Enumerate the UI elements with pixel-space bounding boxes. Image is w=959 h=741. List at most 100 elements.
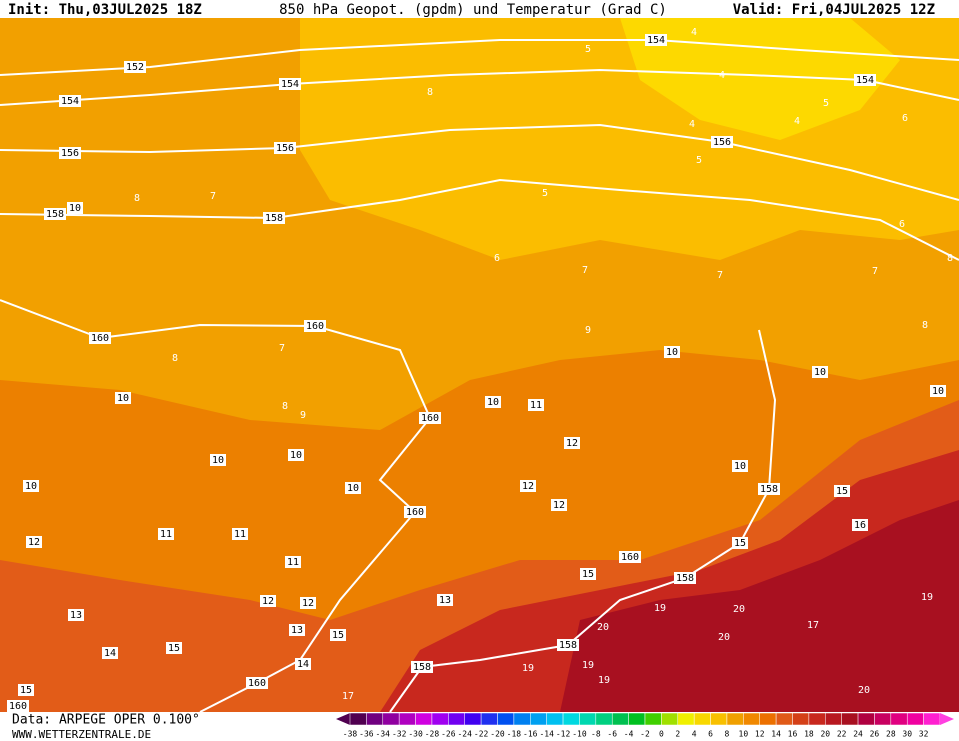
label-box xyxy=(528,399,544,411)
chart-title: 850 hPa Geopot. (gpdm) und Temperatur (G… xyxy=(279,2,667,18)
colorbar-label: -28 xyxy=(425,730,440,739)
label-box xyxy=(619,551,641,563)
temp-field xyxy=(620,18,900,140)
colorbar-label: -12 xyxy=(556,730,571,739)
colorbar-cell xyxy=(398,712,416,726)
colorbar-label: 0 xyxy=(659,730,664,739)
colorbar-label: 22 xyxy=(837,730,847,739)
colorbar-cell xyxy=(808,712,826,726)
label-box xyxy=(18,684,34,696)
isohypse xyxy=(0,123,959,201)
label-box xyxy=(285,556,301,568)
colorbar-label: -34 xyxy=(376,730,391,739)
isohypses xyxy=(0,39,959,713)
height-label: 160 xyxy=(306,321,324,332)
temp-label: 15 xyxy=(332,630,344,641)
temp-label: 14 xyxy=(104,648,116,659)
temp-label: 10 xyxy=(932,386,944,397)
label-box xyxy=(580,568,596,580)
colorbar-cell xyxy=(923,712,941,726)
isohypse xyxy=(0,39,959,76)
temp-label: 8 xyxy=(947,253,953,264)
colorbar-label: -30 xyxy=(408,730,423,739)
colorbar-cell xyxy=(874,712,892,726)
colorbar-label: 10 xyxy=(739,730,749,739)
colorbar-cell xyxy=(513,712,531,726)
label-box xyxy=(279,78,301,90)
label-box xyxy=(732,460,748,472)
label-box xyxy=(89,332,111,344)
label-box xyxy=(520,480,536,492)
height-label: 158 xyxy=(413,662,431,673)
label-box xyxy=(404,506,426,518)
temp-label: 17 xyxy=(807,620,819,631)
temp-label: 11 xyxy=(530,400,542,411)
temp-label: 10 xyxy=(666,347,678,358)
temp-label: 5 xyxy=(585,44,591,55)
temp-label: 10 xyxy=(734,461,746,472)
colorbar-label: 8 xyxy=(725,730,730,739)
colorbar-cell xyxy=(825,712,842,726)
label-box xyxy=(300,597,316,609)
colorbar-label: 32 xyxy=(919,730,929,739)
temp-label: 10 xyxy=(212,455,224,466)
temp-label: 6 xyxy=(899,219,905,230)
colorbar-cell xyxy=(677,712,695,726)
colorbar-label: 20 xyxy=(820,730,830,739)
temp-label: 19 xyxy=(921,592,933,603)
temp-label: 11 xyxy=(234,529,246,540)
temp-label: 16 xyxy=(854,520,866,531)
label-box xyxy=(274,142,296,154)
colorbar-label: -36 xyxy=(359,730,374,739)
colorbar-cell xyxy=(431,712,449,726)
colorbar-cell xyxy=(546,712,564,726)
isohypse xyxy=(0,178,959,261)
temp-label: 15 xyxy=(734,538,746,549)
colorbar-cell xyxy=(530,712,547,726)
height-label: 156 xyxy=(61,148,79,159)
label-box xyxy=(930,385,946,397)
colorbar-label: -32 xyxy=(392,730,407,739)
colorbar-cell xyxy=(841,712,859,726)
temp-label: 20 xyxy=(718,632,730,643)
colorbar-label: 16 xyxy=(788,730,798,739)
temp-label: 4 xyxy=(691,27,697,38)
temp-label: 7 xyxy=(872,266,878,277)
label-box xyxy=(551,499,567,511)
label-box xyxy=(304,320,326,332)
colorbar-cell xyxy=(661,712,679,726)
colorbar-cell xyxy=(775,712,793,726)
temp-label: 9 xyxy=(300,410,306,421)
colorbar-label: -20 xyxy=(490,730,505,739)
colorbar-label: -6 xyxy=(607,730,617,739)
colorbar-arrow xyxy=(336,713,350,725)
label-box xyxy=(115,392,131,404)
colorbar-cell xyxy=(382,712,400,726)
colorbar-label: 26 xyxy=(870,730,880,739)
label-box xyxy=(437,594,453,606)
isohypse xyxy=(0,68,959,106)
colorbar-cell xyxy=(644,712,662,726)
temp-label: 15 xyxy=(168,643,180,654)
temp-label: 6 xyxy=(494,253,500,264)
label-box xyxy=(67,202,83,214)
label-box xyxy=(664,346,680,358)
temp-label: 8 xyxy=(134,193,140,204)
colorbar-cell xyxy=(611,712,629,726)
label-box xyxy=(711,136,733,148)
colorbar-cell xyxy=(710,712,728,726)
label-box xyxy=(289,624,305,636)
label-box xyxy=(330,629,346,641)
colorbar-label: -24 xyxy=(457,730,472,739)
temp-label: 12 xyxy=(262,596,274,607)
height-label: 160 xyxy=(91,333,109,344)
data-source: Data: ARPEGE OPER 0.100° xyxy=(12,713,200,728)
temp-label: 17 xyxy=(342,691,354,702)
colorbar-cell xyxy=(579,712,597,726)
temp-label: 10 xyxy=(25,481,37,492)
temp-label: 4 xyxy=(794,116,800,127)
temp-label: 7 xyxy=(279,343,285,354)
temp-label: 12 xyxy=(566,438,578,449)
label-box xyxy=(166,642,182,654)
temp-label: 11 xyxy=(287,557,299,568)
